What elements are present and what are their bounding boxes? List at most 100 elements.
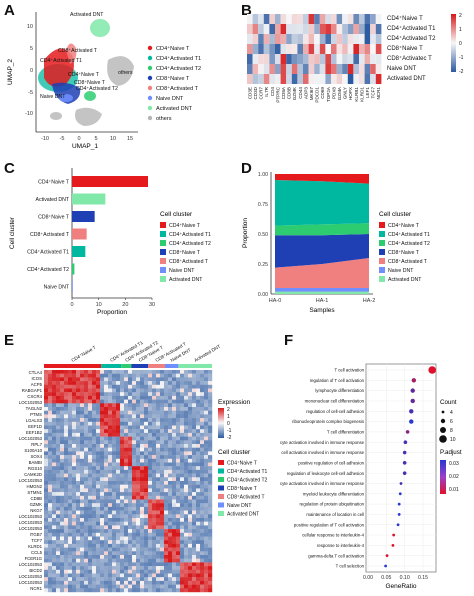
heatmap-cell bbox=[68, 455, 73, 459]
heatmap-cell bbox=[148, 466, 153, 471]
heatmap-cell bbox=[84, 562, 89, 567]
heatmap-cell bbox=[100, 558, 105, 563]
heatmap-cell bbox=[100, 451, 105, 456]
heatmap-cell bbox=[176, 440, 181, 445]
heatmap-cell bbox=[168, 588, 173, 593]
heatmap-cell bbox=[303, 34, 309, 44]
heatmap-cell bbox=[132, 488, 137, 493]
heatmap-cell bbox=[263, 34, 270, 44]
heatmap-cell bbox=[92, 477, 97, 482]
heatmap-cell bbox=[44, 577, 49, 582]
heatmap-cell bbox=[96, 562, 101, 567]
heatmap-cell bbox=[180, 569, 185, 574]
heatmap-cell bbox=[44, 473, 49, 478]
heatmap-cell bbox=[120, 477, 125, 482]
heatmap-cell bbox=[120, 373, 125, 378]
heatmap-cell bbox=[52, 462, 57, 467]
heatmap-cell bbox=[128, 432, 133, 437]
area-legend-item: CD8⁺Naive T bbox=[388, 250, 420, 256]
heatmap-cell bbox=[124, 510, 129, 515]
bar-legend-item: CD4⁺Naive T bbox=[169, 223, 201, 229]
heatmap-cell bbox=[44, 436, 49, 441]
heatmap-cell bbox=[112, 418, 117, 422]
heatmap-cell bbox=[204, 451, 209, 456]
heatmap-cell bbox=[208, 373, 213, 378]
heatmap-cell bbox=[269, 24, 275, 34]
heatmap-cell bbox=[156, 414, 161, 419]
heatmap-cell bbox=[72, 525, 77, 530]
heatmap-cell bbox=[104, 466, 109, 471]
heatmap-cell bbox=[152, 569, 157, 574]
umap-label: Naive DNT bbox=[40, 94, 66, 100]
heatmap-cell bbox=[76, 425, 81, 430]
panel-c: C CD4⁺Naive T Activated DNT CD8⁺Naive T CD8… bbox=[0, 158, 237, 318]
heatmap-cell bbox=[184, 425, 189, 430]
heatmap-cell bbox=[56, 410, 61, 415]
heatmap-cell bbox=[172, 410, 177, 415]
heatmap-cell bbox=[152, 536, 157, 541]
heatmap-cell bbox=[116, 466, 121, 471]
heatmap-cell bbox=[60, 469, 65, 474]
heatmap-cell bbox=[208, 540, 213, 545]
heatmap-cell bbox=[100, 473, 105, 478]
heatmap-cell bbox=[84, 440, 89, 445]
heatmap-cell bbox=[52, 477, 57, 482]
heatmap-cell bbox=[52, 503, 57, 508]
heatmap-cell bbox=[120, 573, 125, 578]
heatmap-cell bbox=[152, 399, 157, 404]
heatmap-cell bbox=[140, 381, 145, 385]
heatmap-cell bbox=[52, 584, 57, 589]
heatmap-gene-label: STMN1 bbox=[27, 490, 42, 495]
group-bar bbox=[121, 364, 132, 368]
heatmap-cell bbox=[44, 447, 49, 452]
heatmap-gene-label: KLRD1 bbox=[28, 544, 42, 549]
heatmap-cell bbox=[80, 495, 85, 500]
heatmap-cell bbox=[96, 488, 101, 493]
heatmap-cell bbox=[124, 447, 129, 452]
heatmap-cell bbox=[164, 414, 169, 419]
heatmap-cell bbox=[176, 518, 181, 522]
heatmap-cell bbox=[132, 370, 137, 374]
heatmap-cell bbox=[72, 503, 77, 508]
heatmap-cell bbox=[200, 499, 205, 504]
heatmap-cell bbox=[116, 558, 121, 563]
heatmap-cell bbox=[204, 588, 209, 593]
heatmap-cell bbox=[128, 525, 133, 530]
heatmap-cell bbox=[275, 64, 281, 74]
heatmap-cell bbox=[184, 436, 189, 441]
umap-ytick: -5 bbox=[28, 90, 33, 96]
heatmap-cell bbox=[192, 458, 197, 463]
heatmap-cell bbox=[100, 484, 105, 489]
heatmap-cell bbox=[132, 414, 137, 419]
heatmap-cell bbox=[172, 440, 177, 445]
heatmap-cell bbox=[152, 481, 157, 485]
heatmap-cell bbox=[92, 514, 97, 519]
heatmap-cell bbox=[156, 451, 161, 456]
heatmap-cell bbox=[44, 566, 49, 570]
dot-xtick: 0.15 bbox=[418, 575, 428, 581]
heatmap-cell bbox=[108, 558, 113, 563]
heatmap-cell bbox=[172, 388, 177, 393]
heatmap-cell bbox=[172, 580, 177, 585]
area-xtick: HA-2 bbox=[363, 298, 376, 304]
heatmap-cell bbox=[108, 495, 113, 500]
heatmap-cell bbox=[96, 444, 101, 448]
heatmap-cell bbox=[140, 388, 145, 393]
heatmap-cell bbox=[196, 429, 201, 434]
heatmap-cell bbox=[52, 518, 57, 522]
heatmap-row-label: CD4⁺Naive T bbox=[387, 15, 423, 22]
heatmap-cell bbox=[84, 381, 89, 385]
heatmap-cell bbox=[144, 455, 149, 459]
heatmap-cell bbox=[140, 432, 145, 437]
heatmap-cell bbox=[204, 418, 209, 422]
heatmap-cell bbox=[116, 432, 121, 437]
heatmap-cell bbox=[96, 506, 101, 511]
heatmap-cell bbox=[108, 506, 113, 511]
heatmap-cell bbox=[92, 540, 97, 545]
heatmap-cell bbox=[92, 562, 97, 567]
heatmap-gene-label: CD69 bbox=[320, 87, 325, 99]
heatmap-cell bbox=[128, 384, 133, 389]
heatmap-cell bbox=[208, 577, 213, 582]
heatmap-cell bbox=[48, 543, 53, 548]
heatmap-cell bbox=[144, 395, 149, 400]
